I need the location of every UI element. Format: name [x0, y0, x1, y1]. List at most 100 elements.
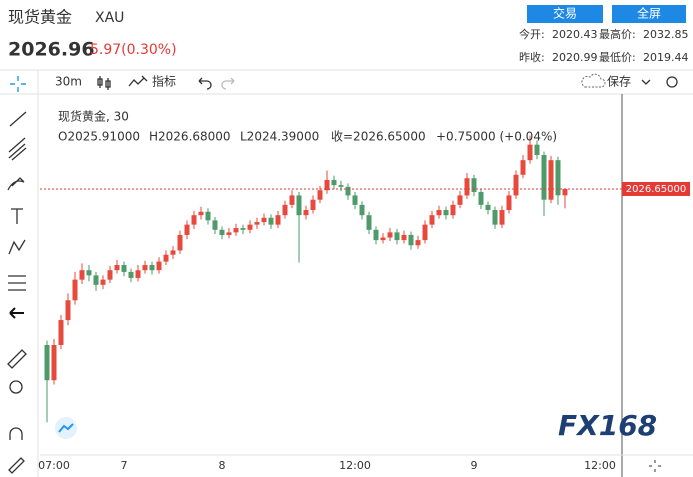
candle-body	[44, 344, 50, 381]
axis-settings-icon[interactable]	[649, 460, 661, 472]
candle-body	[513, 174, 519, 196]
candle-body	[205, 211, 211, 221]
candle-body	[499, 210, 505, 225]
candle-body	[275, 215, 281, 225]
undo-icon[interactable]	[198, 77, 212, 90]
candle-body	[520, 160, 526, 175]
candle-body	[149, 265, 155, 271]
fib-icon[interactable]	[8, 137, 27, 161]
candle-body	[506, 195, 512, 211]
stat-label: 昨收:	[519, 50, 545, 64]
candle-body	[177, 234, 183, 251]
candle-body	[331, 179, 337, 186]
candle-body	[457, 195, 463, 205]
candle-body	[100, 279, 106, 285]
candle-body	[170, 250, 176, 255]
x-tick-label: 07:00	[38, 459, 70, 472]
zoom-icon[interactable]	[9, 380, 23, 394]
candle-body	[86, 270, 92, 276]
candle-body	[422, 224, 428, 241]
candle-body	[317, 190, 323, 200]
x-tick-label: 12:00	[584, 459, 616, 472]
candle-body	[121, 265, 127, 272]
candle-body	[72, 279, 78, 301]
x-tick-label: 7	[121, 459, 128, 472]
candle-body	[191, 215, 197, 225]
candle-body	[387, 232, 393, 238]
candle-body	[212, 220, 218, 230]
candle-body	[429, 215, 435, 225]
indicator-icon[interactable]	[128, 75, 148, 87]
candle-body	[338, 185, 344, 187]
logo-mark	[58, 423, 74, 433]
text-icon[interactable]	[11, 208, 23, 224]
settings-icon[interactable]	[666, 76, 678, 88]
candle-body	[373, 229, 379, 241]
price: 2026.96	[8, 39, 95, 61]
candle-body	[135, 270, 141, 278]
prediction-icon[interactable]	[8, 275, 26, 291]
candle-body	[156, 261, 162, 271]
fullscreen-button-label[interactable]: 全屏	[637, 6, 661, 21]
interval[interactable]: 30m	[55, 75, 82, 89]
candle-body	[464, 178, 470, 196]
back-icon[interactable]	[9, 307, 24, 319]
fullscreen-button[interactable]	[612, 5, 686, 23]
crosshair-icon[interactable]	[10, 76, 26, 92]
candle-icon[interactable]	[97, 76, 111, 90]
trendline-icon[interactable]	[9, 111, 27, 127]
candle-body	[233, 228, 239, 233]
candle-body	[352, 195, 358, 205]
candle-body	[247, 224, 253, 230]
candle-body	[534, 144, 540, 156]
x-tick-label: 9	[471, 459, 478, 472]
candle-body	[128, 271, 134, 278]
candle-body	[359, 204, 365, 216]
stat-value: 2020.43	[552, 28, 598, 41]
save[interactable]: 保存	[607, 75, 631, 89]
last-price-box	[622, 181, 690, 196]
candle-body	[485, 204, 491, 211]
candle-body	[184, 224, 190, 235]
indicators[interactable]: 指标	[152, 74, 176, 89]
trade-button-label[interactable]: 交易	[553, 6, 577, 21]
ruler-icon[interactable]	[7, 349, 27, 369]
candle-body	[394, 232, 400, 241]
candle-body	[303, 210, 309, 216]
candle-body	[254, 222, 260, 225]
candle-body	[415, 240, 421, 246]
pencil-icon[interactable]	[8, 457, 25, 474]
candle-body	[443, 210, 449, 216]
candle-body	[93, 275, 99, 285]
watermark: FX168	[558, 409, 657, 442]
cloud-icon[interactable]	[581, 73, 606, 88]
candle-body	[548, 160, 554, 200]
candle-body	[268, 217, 274, 225]
stat-label: 最低价:	[599, 51, 636, 64]
brush-icon[interactable]	[7, 177, 25, 191]
candle-body	[198, 211, 204, 216]
x-tick-label: 8	[219, 459, 226, 472]
legend-high: H2026.68000	[149, 130, 231, 144]
candle-body	[478, 191, 484, 205]
stat-value: 2032.85	[643, 28, 689, 41]
candle-body	[408, 234, 414, 246]
chevron-icon[interactable]	[641, 79, 651, 85]
candle-body	[345, 186, 351, 196]
candle-body	[240, 228, 246, 230]
candle-body	[471, 178, 477, 192]
pattern-icon[interactable]	[8, 239, 26, 255]
redo-icon[interactable]	[221, 77, 235, 90]
candle-body	[282, 204, 288, 216]
candle-body	[163, 254, 169, 262]
magnet-icon[interactable]	[9, 427, 23, 440]
candle-body	[114, 265, 120, 271]
candle-body	[296, 195, 302, 216]
candle-body	[310, 199, 316, 211]
candle-body	[450, 204, 456, 216]
price-change: 5.97(0.30%)	[90, 42, 177, 58]
trade-button[interactable]	[527, 5, 603, 23]
legend-open: O2025.91000	[58, 130, 140, 144]
